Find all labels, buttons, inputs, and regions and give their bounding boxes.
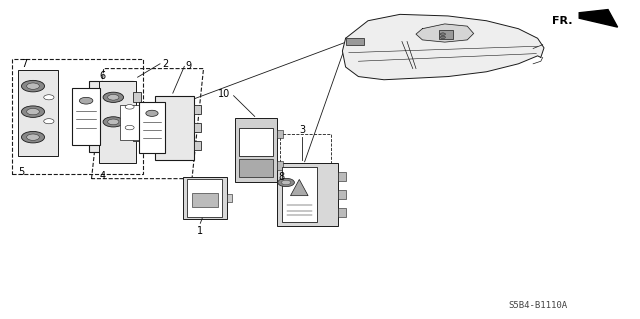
Bar <box>192 193 218 207</box>
Polygon shape <box>342 14 544 80</box>
Bar <box>99 81 136 163</box>
Text: 5: 5 <box>18 167 24 177</box>
Text: 10: 10 <box>218 89 230 99</box>
Polygon shape <box>416 24 474 42</box>
Bar <box>277 161 283 170</box>
Bar <box>239 128 273 156</box>
Bar <box>346 38 364 45</box>
Bar <box>154 96 194 160</box>
Bar <box>338 172 346 181</box>
Text: 2: 2 <box>163 59 169 69</box>
Bar <box>18 70 58 156</box>
Text: 7: 7 <box>21 59 28 69</box>
Text: 8: 8 <box>278 172 284 182</box>
Bar <box>72 88 100 145</box>
Circle shape <box>125 125 134 130</box>
Circle shape <box>282 180 291 185</box>
Bar <box>89 81 132 152</box>
Bar <box>132 131 141 141</box>
Text: 9: 9 <box>186 61 192 71</box>
Circle shape <box>22 106 45 117</box>
Bar <box>227 194 232 202</box>
Circle shape <box>27 83 39 89</box>
Circle shape <box>44 119 54 124</box>
Bar <box>12 59 143 174</box>
Bar <box>120 105 143 140</box>
Circle shape <box>44 95 54 100</box>
Circle shape <box>146 110 158 116</box>
Text: 4: 4 <box>99 171 106 182</box>
Bar <box>236 118 277 182</box>
Circle shape <box>125 105 134 109</box>
Circle shape <box>27 134 39 140</box>
Bar <box>194 105 202 114</box>
Bar <box>338 208 346 217</box>
Circle shape <box>108 119 119 125</box>
Text: 1: 1 <box>197 226 204 236</box>
Bar <box>277 130 283 138</box>
Bar <box>282 167 317 222</box>
Polygon shape <box>579 10 618 27</box>
Circle shape <box>22 80 45 92</box>
Text: 6: 6 <box>99 71 106 81</box>
Bar <box>132 112 141 121</box>
Bar <box>277 163 338 226</box>
Circle shape <box>103 92 124 102</box>
Circle shape <box>79 97 93 104</box>
Circle shape <box>440 36 445 39</box>
Bar <box>132 92 141 102</box>
Bar <box>439 30 453 39</box>
Bar <box>194 123 202 132</box>
Bar <box>183 177 227 219</box>
Circle shape <box>278 178 294 187</box>
Text: 3: 3 <box>299 125 305 135</box>
Circle shape <box>108 94 119 100</box>
Bar <box>140 102 164 153</box>
Bar <box>338 190 346 199</box>
Bar <box>194 141 202 150</box>
Circle shape <box>103 117 124 127</box>
Bar <box>280 134 331 179</box>
Polygon shape <box>291 179 308 196</box>
Circle shape <box>27 108 39 115</box>
Circle shape <box>440 33 445 35</box>
Bar <box>239 159 273 177</box>
Text: FR.: FR. <box>552 16 573 26</box>
Text: S5B4-B1110A: S5B4-B1110A <box>508 301 567 310</box>
Bar <box>188 179 222 217</box>
Circle shape <box>22 131 45 143</box>
